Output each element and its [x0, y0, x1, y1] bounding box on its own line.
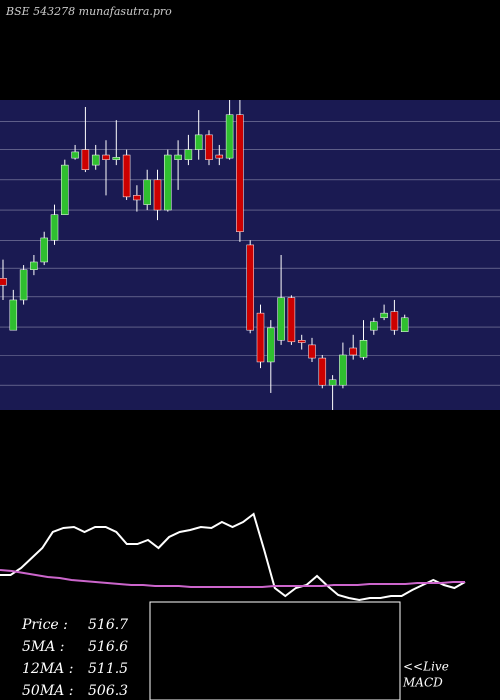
candle-body — [308, 344, 316, 359]
stat-value: 516.6 — [88, 639, 128, 655]
candle-body — [328, 379, 337, 386]
candle-body — [153, 179, 162, 211]
candle-body — [81, 149, 90, 171]
indicator-line — [0, 512, 466, 602]
candle-body — [194, 134, 203, 150]
stat-value: 511.5 — [88, 661, 128, 677]
candle-body — [297, 340, 306, 343]
candle-body — [390, 311, 399, 331]
candle-body — [349, 347, 357, 356]
candle-body — [380, 312, 388, 319]
macd-label: MACD — [402, 676, 443, 690]
stat-label: Price : — [21, 617, 68, 633]
candle-body — [9, 299, 18, 331]
candle-body — [370, 321, 378, 331]
candle-body — [30, 261, 38, 270]
candle-body — [359, 340, 368, 358]
candle-body — [122, 154, 131, 198]
candle-body — [102, 154, 110, 160]
candle-body — [91, 154, 100, 166]
candle-body — [287, 297, 296, 343]
stat-label: 50MA : — [22, 683, 73, 699]
indicator-line — [0, 569, 465, 588]
candle-body — [0, 278, 7, 286]
candle-body — [133, 195, 141, 201]
live-label: <<Live — [403, 660, 449, 674]
candle-body — [164, 154, 172, 211]
candle-body — [277, 297, 285, 341]
stat-value: 516.7 — [88, 617, 128, 633]
candle-body — [50, 214, 59, 241]
candle-body — [246, 244, 254, 331]
candle-body — [318, 357, 327, 386]
candle-body — [174, 154, 182, 160]
stat-value: 506.3 — [88, 683, 128, 699]
candle-body — [71, 151, 79, 159]
candle-body — [339, 354, 347, 386]
candle-body — [215, 154, 224, 159]
header-title: BSE 543278 munafasutra.pro — [5, 5, 172, 18]
macd-box — [149, 601, 401, 700]
stat-label: 5MA : — [22, 639, 65, 655]
candle-body — [143, 179, 151, 205]
candle-body — [236, 114, 244, 232]
candle-body — [205, 134, 213, 160]
candle-body — [400, 317, 409, 332]
candle-body — [61, 164, 69, 215]
candle-body — [267, 327, 275, 363]
candle-body — [112, 157, 121, 160]
candle-body — [40, 237, 48, 263]
candle-body — [256, 312, 265, 363]
candle-body — [184, 149, 193, 160]
candle-body — [225, 114, 234, 159]
candle-body — [19, 269, 28, 301]
stat-label: 12MA : — [22, 661, 73, 677]
